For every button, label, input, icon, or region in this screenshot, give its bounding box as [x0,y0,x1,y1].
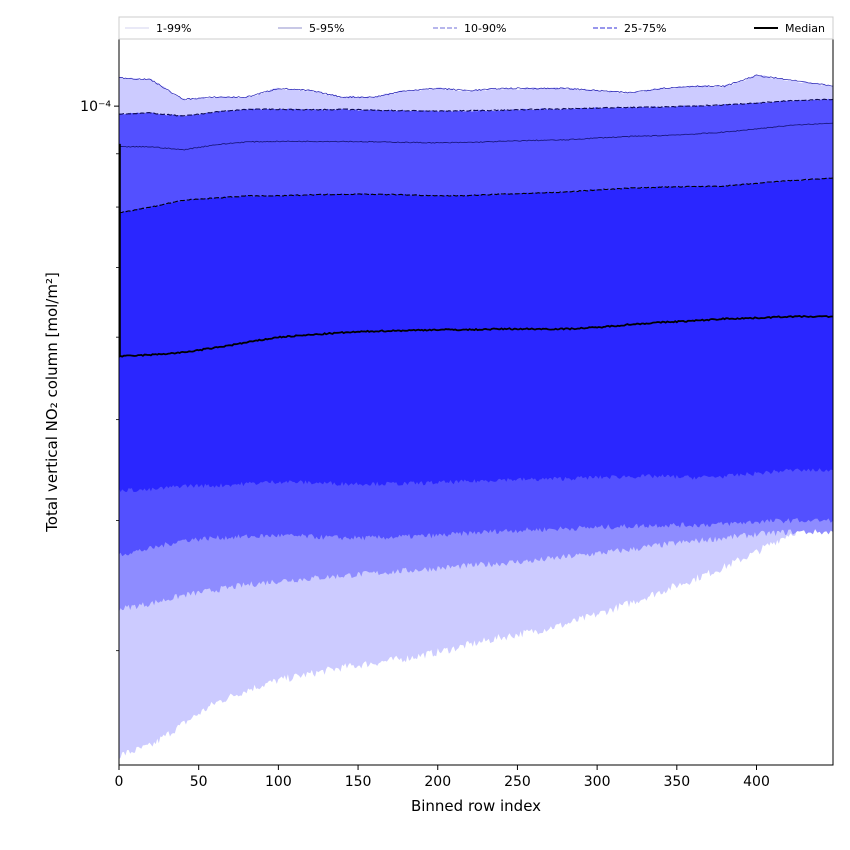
edge-5-95-upper [118,122,834,151]
x-tick-label: 0 [115,774,124,790]
x-tick-label: 150 [345,774,372,790]
legend-label: 25-75% [624,22,666,35]
y-axis-label: Total vertical NO₂ column [mol/m²] [43,272,61,533]
edge-25-75-upper [118,177,834,214]
y-tick-label: 10⁻⁴ [80,99,111,115]
y-axis: 10⁻⁴ [80,99,119,652]
legend-label: 5-95% [309,22,344,35]
legend: 1-99% 5-95% 10-90% 25-75% Median [118,16,834,40]
x-tick-label: 350 [663,774,690,790]
legend-box [118,16,834,40]
x-tick-label: 300 [584,774,611,790]
x-tick-label: 250 [504,774,531,790]
legend-label: Median [785,22,825,35]
band-25-75 [119,177,833,493]
median-layer [118,143,833,358]
x-tick-label: 50 [190,774,208,790]
x-tick-label: 400 [743,774,770,790]
legend-label: 1-99% [156,22,191,35]
x-tick-label: 100 [265,774,292,790]
legend-label: 10-90% [464,22,506,35]
x-axis: 0 50 100 150 200 250 300 350 400 [115,765,770,790]
edge-1-99-upper [118,74,834,101]
percentile-bands [118,74,834,760]
x-tick-label: 200 [424,774,451,790]
median-line [118,314,833,358]
x-axis-label: Binned row index [411,797,541,815]
edge-10-90-upper [118,98,834,117]
